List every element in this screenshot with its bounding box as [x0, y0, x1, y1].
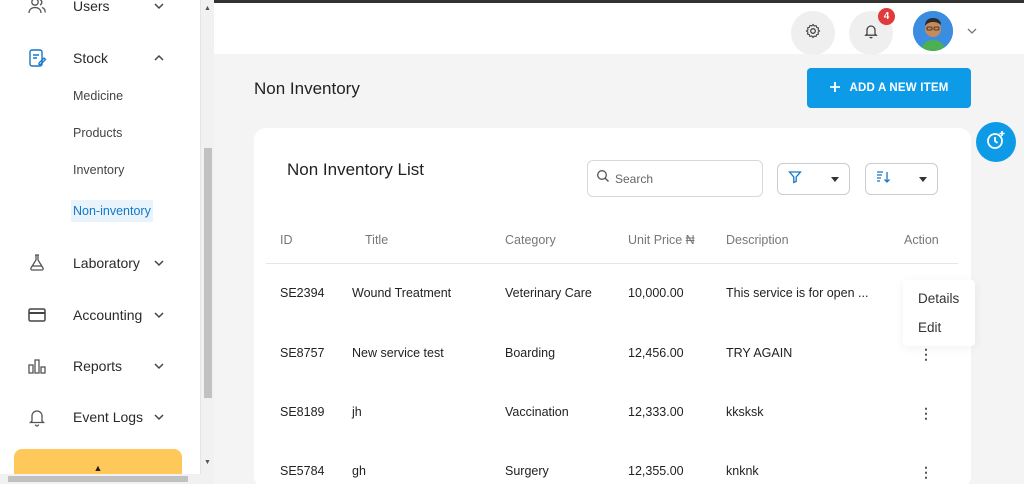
settings-button[interactable]: [791, 11, 835, 55]
cell-id: SE8189: [280, 405, 325, 419]
action-menu: Details Edit: [903, 280, 975, 346]
scrollbar-thumb[interactable]: [8, 476, 188, 482]
column-header-id: ID: [280, 233, 293, 247]
cell-price: 12,355.00: [628, 464, 684, 478]
caret-down-icon: [919, 176, 927, 182]
plus-icon: [829, 81, 841, 96]
sidebar-item-stock[interactable]: Stock: [0, 38, 200, 78]
cell-description: TRY AGAIN: [726, 346, 793, 360]
cell-id: SE2394: [280, 286, 325, 300]
add-new-item-button[interactable]: ADD A NEW ITEM: [807, 68, 971, 108]
sidebar-subitem-non-inventory[interactable]: Non-inventory: [71, 200, 153, 222]
chevron-down-icon: [152, 256, 166, 270]
users-icon: [27, 0, 47, 16]
bar-chart-icon: [27, 356, 47, 376]
more-vertical-icon[interactable]: ⋮: [919, 464, 933, 480]
chevron-down-icon: [152, 308, 166, 322]
cell-title: New service test: [352, 346, 444, 360]
sidebar-item-label: Accounting: [73, 307, 143, 323]
sidebar-item-label: Users: [73, 0, 110, 14]
sidebar-subitem-products[interactable]: Products: [73, 126, 123, 140]
cell-description: kksksk: [726, 405, 764, 419]
more-vertical-icon[interactable]: ⋮: [919, 346, 933, 362]
bell-icon: [27, 407, 47, 427]
caret-up-icon: ▲: [93, 463, 103, 473]
sidebar-item-users[interactable]: Users: [0, 0, 200, 26]
more-vertical-icon[interactable]: ⋮: [919, 405, 933, 421]
chevron-down-icon: [152, 410, 166, 424]
sidebar-item-accounting[interactable]: Accounting: [0, 295, 200, 335]
cell-description: knknk: [726, 464, 759, 478]
caret-down-icon: [831, 176, 839, 182]
chevron-down-icon: [152, 359, 166, 373]
sidebar-subitem-inventory[interactable]: Inventory: [73, 163, 125, 177]
non-inventory-card: Non Inventory List ID Title Category Uni…: [254, 128, 971, 484]
table-row[interactable]: SE8189 jh Vaccination 12,333.00 kksksk ⋮: [254, 405, 971, 445]
notification-badge: 4: [878, 8, 895, 25]
column-header-action: Action: [904, 233, 939, 247]
chevron-down-icon: [152, 0, 166, 13]
notifications-button[interactable]: 4: [849, 8, 895, 55]
menu-item-details[interactable]: Details: [918, 291, 960, 306]
search-box[interactable]: [587, 160, 763, 197]
filter-dropdown[interactable]: [777, 163, 850, 195]
search-input[interactable]: [615, 171, 755, 186]
sort-dropdown[interactable]: [865, 163, 938, 195]
cell-price: 10,000.00: [628, 286, 684, 300]
timer-sparkle-icon: [985, 129, 1007, 156]
sidebar-item-label: Laboratory: [73, 255, 140, 271]
scroll-down-icon[interactable]: ▼: [204, 459, 211, 466]
avatar[interactable]: [913, 11, 953, 51]
cell-category: Surgery: [505, 464, 549, 478]
card-title: Non Inventory List: [287, 160, 425, 179]
sidebar-item-reports[interactable]: Reports: [0, 346, 200, 386]
cell-category: Veterinary Care: [505, 286, 592, 300]
chevron-up-icon: [152, 51, 166, 65]
floating-assistant-button[interactable]: [976, 122, 1016, 162]
flask-icon: [27, 253, 47, 273]
cell-description: This service is for open ...: [726, 286, 869, 300]
filter-icon: [788, 170, 802, 189]
page-title: Non Inventory: [254, 79, 360, 98]
scroll-up-icon[interactable]: ▲: [204, 5, 211, 12]
top-header: 4: [214, 0, 1024, 55]
sidebar-item-label: Reports: [73, 358, 123, 374]
add-new-item-label: ADD A NEW ITEM: [849, 82, 949, 94]
cell-title: gh: [352, 464, 366, 478]
horizontal-scrollbar[interactable]: [0, 474, 214, 484]
menu-item-edit[interactable]: Edit: [918, 320, 942, 335]
credit-card-icon: [27, 305, 47, 325]
column-header-title: Title: [365, 233, 389, 247]
bell-icon: [863, 23, 879, 44]
table-row[interactable]: SE8757 New service test Boarding 12,456.…: [254, 346, 971, 386]
column-header-category: Category: [505, 233, 556, 247]
cell-category: Boarding: [505, 346, 556, 360]
cell-id: SE5784: [280, 464, 325, 478]
scrollbar-thumb[interactable]: [204, 148, 212, 398]
search-icon: [596, 169, 610, 188]
cell-title: Wound Treatment: [352, 286, 452, 300]
column-header-description: Description: [726, 233, 789, 247]
sidebar-item-event-logs[interactable]: Event Logs: [0, 397, 200, 437]
cell-price: 12,456.00: [628, 346, 684, 360]
sidebar: Users Stock Medicine Products Inventory …: [0, 0, 200, 484]
header-divider: [266, 263, 958, 264]
cell-category: Vaccination: [505, 405, 569, 419]
cell-price: 12,333.00: [628, 405, 684, 419]
cell-id: SE8757: [280, 346, 325, 360]
chevron-down-icon[interactable]: [966, 24, 978, 42]
table-row[interactable]: SE2394 Wound Treatment Veterinary Care 1…: [254, 286, 971, 326]
sidebar-item-label: Stock: [73, 50, 109, 66]
table-row[interactable]: SE5784 gh Surgery 12,355.00 knknk ⋮: [254, 464, 971, 484]
sidebar-item-laboratory[interactable]: Laboratory: [0, 243, 200, 283]
sidebar-subitem-medicine[interactable]: Medicine: [73, 89, 124, 103]
sidebar-item-label: Event Logs: [73, 409, 144, 425]
gear-icon: [805, 23, 821, 44]
stock-icon: [27, 48, 47, 68]
sidebar-scrollbar[interactable]: ▲ ▼: [200, 0, 214, 484]
sort-icon: [876, 170, 890, 189]
column-header-unit-price: Unit Price ₦: [628, 233, 695, 247]
cell-title: jh: [352, 405, 362, 419]
